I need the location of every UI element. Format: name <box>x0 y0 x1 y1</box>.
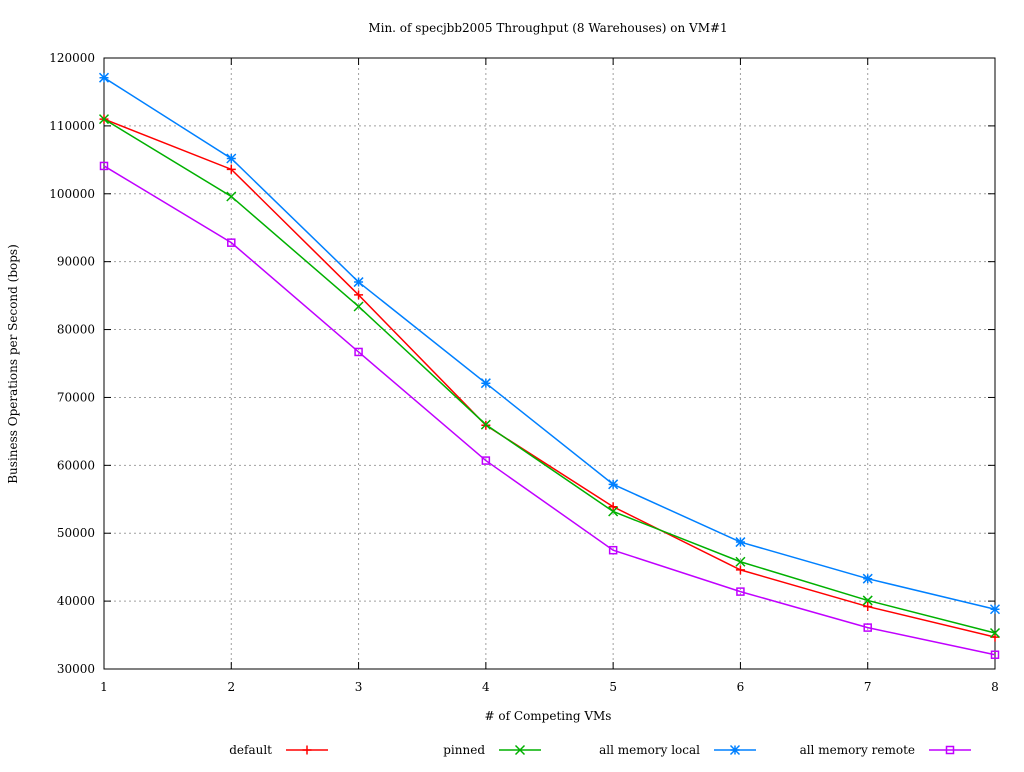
data-point <box>226 164 236 174</box>
data-point <box>353 277 364 288</box>
data-point <box>990 650 1000 659</box>
plot-frame <box>103 57 996 670</box>
data-point <box>862 595 873 606</box>
data-point <box>227 238 236 247</box>
series-line <box>103 77 996 610</box>
data-point <box>226 153 237 164</box>
x-tick-label: 6 <box>737 680 745 694</box>
y-tick-label: 40000 <box>57 594 95 608</box>
y-tick-label: 60000 <box>57 458 95 472</box>
legend-label: all memory local <box>599 743 700 757</box>
data-point <box>608 479 619 490</box>
series-line <box>103 165 996 656</box>
data-point <box>99 161 109 171</box>
x-tick-label: 8 <box>991 680 999 694</box>
legend-marker <box>945 745 955 755</box>
data-point <box>354 290 364 300</box>
y-tick-label: 80000 <box>57 323 95 337</box>
data-point <box>480 378 491 389</box>
legend-marker <box>514 744 526 756</box>
y-axis-label: Business Operations per Second (bops) <box>6 244 20 484</box>
data-point <box>226 191 237 202</box>
data-point <box>736 587 745 596</box>
x-tick-label: 5 <box>609 680 617 694</box>
data-point <box>608 502 618 512</box>
data-point <box>354 347 363 357</box>
x-axis-label: # of Competing VMs <box>485 709 612 723</box>
data-point <box>353 301 364 312</box>
y-tick-label: 50000 <box>57 526 95 540</box>
data-point <box>989 627 1001 639</box>
x-tick-label: 1 <box>100 680 108 694</box>
x-tick-label: 3 <box>355 680 363 694</box>
legend-marker <box>729 744 741 756</box>
legend-marker <box>302 745 312 755</box>
y-tick-label: 90000 <box>57 255 95 269</box>
data-point <box>863 623 872 632</box>
data-point <box>98 114 110 125</box>
data-point <box>735 565 745 575</box>
data-point <box>98 72 110 83</box>
x-tick-label: 7 <box>864 680 872 694</box>
series-line <box>103 118 996 638</box>
data-point <box>735 537 746 548</box>
series-line <box>103 118 996 634</box>
data-point <box>735 556 746 567</box>
data-point <box>863 602 873 612</box>
series-all-memory-remote <box>99 161 1000 659</box>
series-default <box>99 114 1000 642</box>
data-point <box>862 573 873 584</box>
data-point <box>989 604 1001 615</box>
y-tick-label: 100000 <box>49 187 95 201</box>
x-tick-label: 2 <box>227 680 235 694</box>
y-tick-label: 120000 <box>49 51 95 65</box>
chart-title: Min. of specjbb2005 Throughput (8 Wareho… <box>368 21 727 35</box>
legend-label: pinned <box>443 743 485 757</box>
data-point <box>990 632 1000 642</box>
data-point <box>608 506 619 517</box>
data-point <box>608 545 618 555</box>
y-tick-label: 70000 <box>57 390 95 404</box>
series-all-memory-local <box>98 72 1001 615</box>
y-tick-label: 110000 <box>49 119 95 133</box>
y-tick-label: 30000 <box>57 662 95 676</box>
series-pinned <box>98 114 1001 639</box>
legend-label: default <box>229 743 272 757</box>
x-tick-label: 4 <box>482 680 490 694</box>
data-point <box>481 456 491 465</box>
legend-label: all memory remote <box>800 743 915 757</box>
data-point <box>480 419 491 430</box>
